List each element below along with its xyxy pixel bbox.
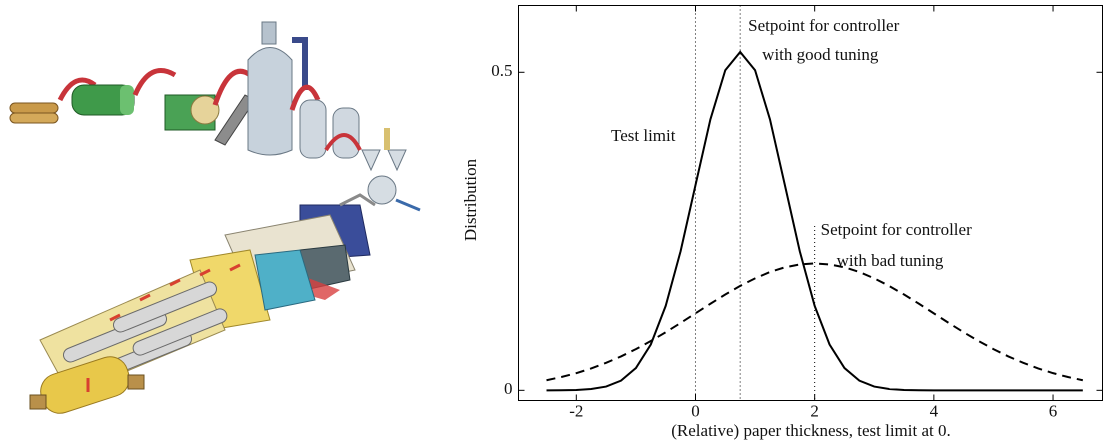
x-tick-label: 0 xyxy=(691,401,700,420)
plot-frame xyxy=(519,6,1103,401)
chart: (Relative) paper thickness, test limit a… xyxy=(461,6,1103,440)
annotation: Test limit xyxy=(611,126,676,145)
paper-machine-illustration xyxy=(10,22,420,418)
y-tick-label: 0 xyxy=(504,379,513,398)
x-tick-label: -2 xyxy=(569,401,583,420)
x-tick-label: 2 xyxy=(810,401,819,420)
x-tick-label: 4 xyxy=(930,401,939,420)
annotation: with good tuning xyxy=(762,45,879,64)
x-axis-label: (Relative) paper thickness, test limit a… xyxy=(671,421,950,440)
distribution-curve xyxy=(547,52,1083,390)
y-axis-label: Distribution xyxy=(461,158,480,241)
annotation: Setpoint for controller xyxy=(821,220,972,239)
annotation: Setpoint for controller xyxy=(748,16,899,35)
x-tick-label: 6 xyxy=(1049,401,1058,420)
annotation: with bad tuning xyxy=(837,251,944,270)
page: (Relative) paper thickness, test limit a… xyxy=(0,0,1104,445)
y-tick-label: 0.5 xyxy=(491,61,512,80)
